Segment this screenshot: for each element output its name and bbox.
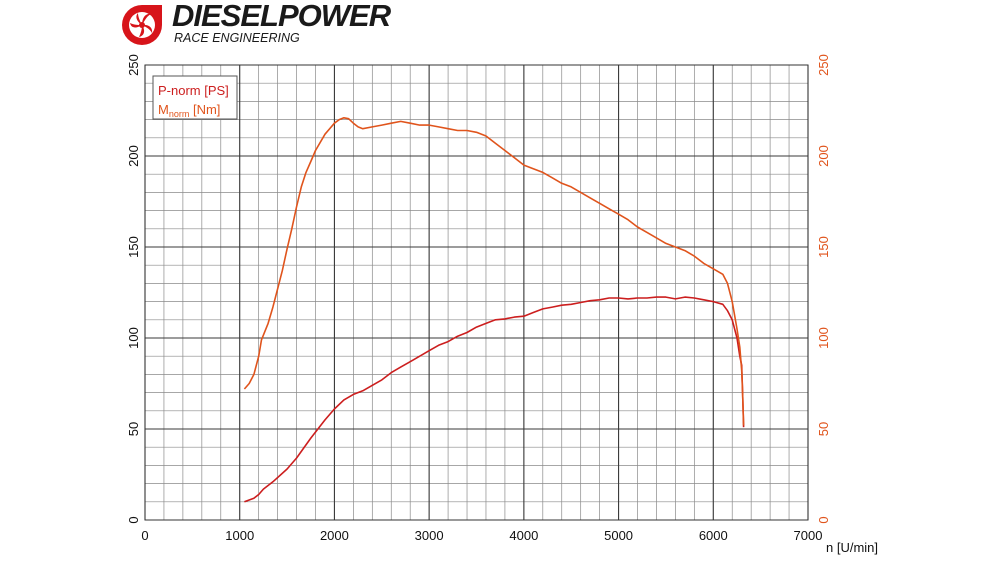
x-tick-label: 7000 (794, 528, 823, 543)
y-tick-label-right: 0 (816, 516, 831, 523)
x-tick-label: 3000 (415, 528, 444, 543)
legend-entry-torque: Mnorm [Nm] (158, 102, 220, 119)
plot-area-frame (144, 64, 809, 521)
y-tick-label-right: 100 (816, 327, 831, 349)
x-tick-label: 4000 (509, 528, 538, 543)
y-tick-label-left: 50 (126, 422, 141, 436)
x-tick-label: 0 (141, 528, 148, 543)
y-tick-label-left: 100 (126, 327, 141, 349)
chart-ticks: 0 1000 2000 3000 4000 5000 6000 700005010015020… (126, 54, 831, 543)
brand-name: DIESELPOWER (172, 0, 391, 33)
y-tick-label-right: 200 (816, 145, 831, 167)
y-tick-label-left: 0 (126, 516, 141, 523)
chart-grid (144, 64, 809, 521)
legend-entry-power: P-norm [PS] (158, 83, 229, 98)
y-tick-label-left: 250 (126, 54, 141, 76)
turbo-fan-icon (122, 5, 162, 45)
y-tick-label-left: 200 (126, 145, 141, 167)
legend-torque-sub: norm (169, 109, 190, 119)
legend-torque-main: M (158, 102, 169, 117)
y-tick-label-right: 50 (816, 422, 831, 436)
power-curve (244, 296, 745, 503)
x-axis-label: n [U/min] (826, 540, 878, 555)
brand-logo: DIESELPOWER RACE ENGINEERING (118, 0, 418, 48)
y-tick-label-left: 150 (126, 236, 141, 258)
y-tick-label-right: 250 (816, 54, 831, 76)
legend-torque-unit: [Nm] (189, 102, 220, 117)
x-tick-label: 5000 (604, 528, 633, 543)
y-tick-label-right: 150 (816, 236, 831, 258)
x-tick-label: 2000 (320, 528, 349, 543)
x-tick-label: 1000 (225, 528, 254, 543)
x-tick-label: 6000 (699, 528, 728, 543)
chart-legend: P-norm [PS] Mnorm [Nm] (152, 75, 238, 120)
legend-box (152, 75, 238, 120)
chart-curves (243, 117, 745, 503)
brand-tagline: RACE ENGINEERING (174, 31, 300, 45)
torque-curve (243, 117, 745, 426)
